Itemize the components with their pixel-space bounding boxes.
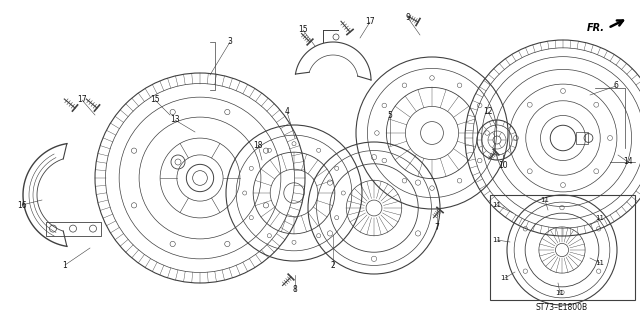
Bar — [46, 222, 101, 236]
Text: 7: 7 — [435, 224, 440, 233]
Text: 11: 11 — [500, 275, 509, 281]
Text: 9: 9 — [406, 13, 410, 23]
Text: 11: 11 — [595, 260, 605, 266]
Text: 8: 8 — [292, 286, 298, 294]
Text: FR.: FR. — [587, 23, 605, 33]
Text: 1: 1 — [63, 261, 67, 270]
Text: 14: 14 — [623, 158, 633, 167]
Text: 11: 11 — [493, 237, 502, 243]
Text: 18: 18 — [253, 140, 263, 150]
Text: 15: 15 — [298, 26, 308, 34]
Text: 11: 11 — [493, 202, 502, 208]
Text: 16: 16 — [17, 201, 27, 210]
Text: 5: 5 — [388, 110, 392, 120]
Bar — [490, 195, 635, 300]
Text: 10: 10 — [498, 161, 508, 170]
Text: 2: 2 — [331, 261, 335, 270]
Text: 6: 6 — [614, 81, 618, 91]
Text: 4: 4 — [285, 108, 289, 116]
Text: 17: 17 — [365, 18, 375, 26]
Text: 11: 11 — [595, 215, 605, 221]
Text: 11: 11 — [556, 290, 564, 296]
Text: 13: 13 — [170, 115, 180, 124]
Text: 17: 17 — [77, 95, 87, 105]
Bar — [576, 132, 588, 144]
Text: 11: 11 — [541, 197, 550, 203]
Text: ST73–E1800B: ST73–E1800B — [536, 302, 588, 311]
Text: 15: 15 — [150, 95, 160, 105]
Text: 12: 12 — [483, 108, 493, 116]
Text: 3: 3 — [228, 38, 232, 47]
